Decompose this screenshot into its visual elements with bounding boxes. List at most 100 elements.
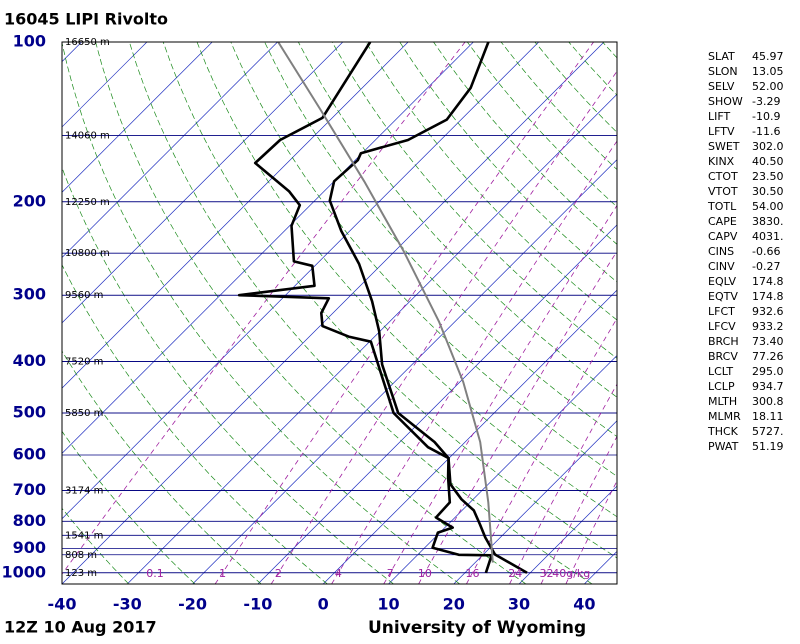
isotherm-extra: [0, 42, 343, 584]
isotherm: [454, 42, 800, 584]
mixing-ratio-label: 24: [508, 567, 522, 580]
isotherm-extra: [0, 42, 212, 584]
stat-label: SHOW: [708, 95, 743, 108]
height-label: 10800 m: [65, 248, 110, 259]
stat-label: LFCT: [708, 305, 735, 318]
dry-adiabat: [197, 42, 725, 584]
stat-label: EQLV: [708, 275, 737, 288]
isotherm-extra: [0, 42, 278, 584]
stat-value: -10.9: [752, 110, 780, 123]
x-tick-label: -10: [243, 595, 272, 614]
stat-label: SELV: [708, 80, 735, 93]
stat-value: 933.2: [752, 320, 784, 333]
stat-label: EQTV: [708, 290, 738, 303]
y-tick-label: 1000: [1, 562, 46, 581]
y-tick-label: 100: [13, 32, 46, 51]
height-label: 3174 m: [65, 486, 103, 497]
stat-value: 174.8: [752, 275, 784, 288]
stat-value: 40.50: [752, 155, 784, 168]
stat-label: SWET: [708, 140, 740, 153]
temperature-line: [330, 42, 527, 573]
stat-value: 54.00: [752, 200, 784, 213]
mixing-ratio-line: [419, 42, 753, 584]
y-tick-label: 200: [13, 191, 46, 210]
stat-label: LCLP: [708, 380, 735, 393]
stat-value: 5727.: [752, 425, 784, 438]
isotherm-extra: [0, 42, 82, 584]
isotherm: [127, 42, 669, 584]
dewpoint-line: [239, 42, 492, 573]
stat-value: 23.50: [752, 170, 784, 183]
stat-label: CAPE: [708, 215, 737, 228]
chart-subtitle: 12Z 10 Aug 2017: [4, 618, 157, 637]
stat-value: 73.40: [752, 335, 784, 348]
mixing-ratio-line: [55, 42, 465, 584]
isotherm-extra: [0, 42, 408, 584]
isotherm: [62, 42, 604, 584]
mixing-ratio-line: [332, 42, 685, 584]
dry-adiabat: [0, 42, 195, 584]
stat-value: 934.7: [752, 380, 784, 393]
stat-label: CAPV: [708, 230, 738, 243]
mixing-ratio-label: 0.1: [146, 567, 164, 580]
x-tick-label: -20: [178, 595, 207, 614]
stat-label: LFCV: [708, 320, 736, 333]
stat-label: LIFT: [708, 110, 731, 123]
stat-value: 932.6: [752, 305, 784, 318]
stat-value: 30.50: [752, 185, 784, 198]
y-tick-label: 800: [13, 511, 46, 530]
source: University of Wyoming: [368, 618, 586, 638]
stat-label: KINX: [708, 155, 735, 168]
x-tick-label: 40: [573, 595, 595, 614]
stat-label: THCK: [707, 425, 739, 438]
mixing-ratio-label: 2: [275, 567, 282, 580]
dry-adiabat: [467, 42, 800, 584]
stat-value: 52.00: [752, 80, 784, 93]
stat-value: 295.0: [752, 365, 784, 378]
mixing-ratio-label: 10: [418, 567, 432, 580]
stat-label: SLAT: [708, 50, 735, 63]
y-tick-label: 300: [13, 285, 46, 304]
mixing-ratio-line: [271, 42, 638, 584]
stat-value: 18.11: [752, 410, 784, 423]
x-tick-label: 30: [508, 595, 530, 614]
mixing-ratio-label: 40g/kg: [552, 567, 590, 580]
mixing-ratio-label: 1: [219, 567, 226, 580]
height-label: 808 m: [65, 550, 97, 561]
stat-label: MLTH: [708, 395, 737, 408]
height-label: 5850 m: [65, 408, 103, 419]
stat-value: 77.26: [752, 350, 784, 363]
stat-label: MLMR: [708, 410, 741, 423]
height-label: 14060 m: [65, 130, 110, 141]
x-tick-label: 20: [443, 595, 465, 614]
stat-value: 302.0: [752, 140, 784, 153]
stat-label: BRCH: [708, 335, 739, 348]
stat-value: -11.6: [752, 125, 780, 138]
isotherm-extra: [0, 42, 147, 584]
stat-value: 51.19: [752, 440, 784, 453]
dry-adiabat: [400, 42, 800, 584]
stat-label: TOTL: [707, 200, 737, 213]
stat-label: PWAT: [708, 440, 739, 453]
stat-value: 13.05: [752, 65, 784, 78]
mixing-ratio-label: 4: [335, 567, 342, 580]
x-tick-label: -40: [48, 595, 77, 614]
height-label: 1541 m: [65, 530, 103, 541]
stat-value: -0.66: [752, 245, 780, 258]
stat-value: 300.8: [752, 395, 784, 408]
x-tick-label: 0: [318, 595, 329, 614]
stat-label: VTOT: [708, 185, 738, 198]
x-tick-label: 10: [377, 595, 399, 614]
height-label: 7520 m: [65, 357, 103, 368]
y-tick-label: 400: [13, 351, 46, 370]
stat-label: BRCV: [708, 350, 738, 363]
y-tick-label: 600: [13, 445, 46, 464]
stat-label: CTOT: [708, 170, 738, 183]
stat-value: 3830.: [752, 215, 784, 228]
mixing-ratio-line: [466, 42, 789, 584]
mixing-ratio-label: 7: [387, 567, 394, 580]
stat-label: LCLT: [708, 365, 733, 378]
mixing-ratio-label: 16: [465, 567, 479, 580]
